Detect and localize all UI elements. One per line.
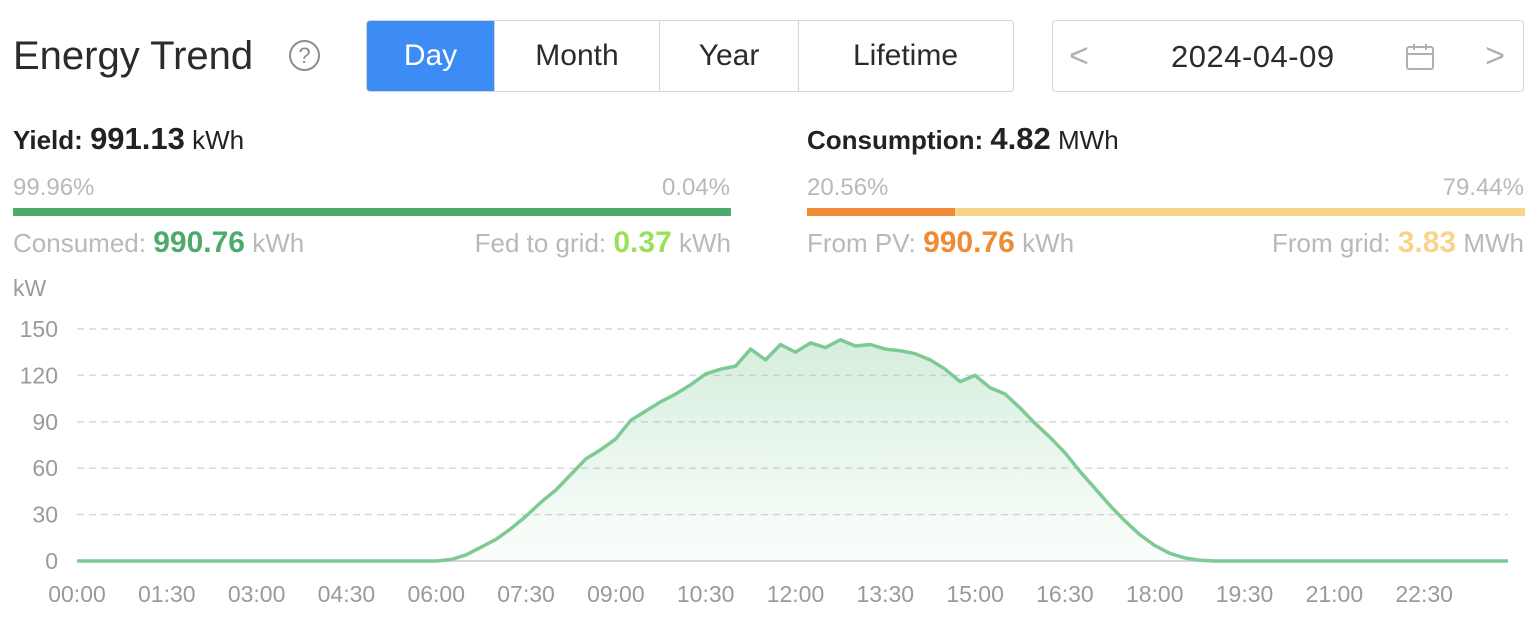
series-area <box>77 339 1508 561</box>
x-tick-label: 19:30 <box>1216 581 1274 607</box>
yield-bar-consumed <box>13 208 731 216</box>
x-tick-label: 10:30 <box>677 581 735 607</box>
consumed-percent: 99.96% <box>13 174 95 201</box>
x-tick-label: 00:00 <box>48 581 106 607</box>
yield-bar <box>13 208 731 216</box>
consumption-bar <box>807 208 1525 216</box>
grid-value: 3.83 <box>1397 226 1457 259</box>
x-tick-label: 09:00 <box>587 581 645 607</box>
pv-stat: From PV: 990.76 kWh <box>807 226 1074 260</box>
fed-percent: 0.04% <box>661 174 730 201</box>
consumption-label: Consumption: <box>807 125 984 155</box>
x-tick-label: 21:00 <box>1306 581 1364 607</box>
period-tabs: Day Month Year Lifetime <box>366 20 1014 92</box>
pv-value: 990.76 <box>923 226 1015 259</box>
consumption-bar-pv <box>807 208 955 216</box>
consumption-bar-grid <box>955 208 1525 216</box>
x-tick-label: 06:00 <box>407 581 465 607</box>
x-tick-label: 18:00 <box>1126 581 1184 607</box>
consumed-label: Consumed: <box>13 228 146 258</box>
fed-unit: kWh <box>679 228 731 258</box>
y-tick-label: 120 <box>20 362 58 388</box>
consumed-stat: Consumed: 990.76 kWh <box>13 226 304 260</box>
y-axis-label: kW <box>13 275 47 301</box>
consumed-unit: kWh <box>252 228 305 258</box>
page-title: Energy Trend <box>13 34 254 78</box>
x-tick-label: 13:30 <box>857 581 915 607</box>
date-value[interactable]: 2024-04-09 <box>1171 39 1335 74</box>
grid-stat: From grid: 3.83 MWh <box>1272 226 1524 260</box>
consumed-value: 990.76 <box>153 226 245 259</box>
yield-value: 991.13 <box>90 121 185 156</box>
x-tick-label: 01:30 <box>138 581 196 607</box>
x-tick-label: 22:30 <box>1395 581 1453 607</box>
consumption-summary: Consumption: 4.82 MWh <box>807 121 1119 157</box>
question-circle-icon[interactable]: ? <box>289 40 320 71</box>
x-tick-label: 07:30 <box>497 581 555 607</box>
x-tick-label: 15:00 <box>946 581 1004 607</box>
yield-label: Yield: <box>13 125 83 155</box>
grid-percent: 79.44% <box>1442 174 1524 201</box>
chevron-left-icon[interactable]: < <box>1069 37 1089 75</box>
y-tick-label: 150 <box>20 316 58 342</box>
chevron-right-icon[interactable]: > <box>1485 37 1505 75</box>
pv-label: From PV: <box>807 228 916 258</box>
x-tick-label: 03:00 <box>228 581 286 607</box>
yield-unit: kWh <box>192 125 245 155</box>
y-tick-label: 60 <box>32 455 58 481</box>
tab-day[interactable]: Day <box>367 21 494 91</box>
x-tick-label: 12:00 <box>767 581 825 607</box>
fed-label: Fed to grid: <box>474 228 607 258</box>
consumption-value: 4.82 <box>990 121 1051 156</box>
pv-unit: kWh <box>1022 228 1075 258</box>
x-tick-label: 16:30 <box>1036 581 1094 607</box>
y-tick-label: 0 <box>45 548 58 574</box>
power-chart: kW 0 30 60 90 120 150 00:00 01:30 03:00 04:30 06:00… <box>13 275 1508 607</box>
y-tick-label: 90 <box>32 409 58 435</box>
date-picker: < 2024-04-09 > <box>1052 20 1524 92</box>
fed-stat: Fed to grid: 0.37 kWh <box>475 226 731 260</box>
consumption-unit: MWh <box>1058 125 1119 155</box>
calendar-icon[interactable] <box>1405 43 1435 71</box>
pv-percent: 20.56% <box>807 174 889 201</box>
x-tick-label: 04:30 <box>318 581 376 607</box>
tab-lifetime[interactable]: Lifetime <box>798 21 1012 91</box>
yield-summary: Yield: 991.13 kWh <box>13 121 244 157</box>
grid-label: From grid: <box>1272 228 1391 258</box>
series-line <box>77 338 1508 563</box>
tab-month[interactable]: Month <box>494 21 659 91</box>
y-tick-label: 30 <box>32 502 58 528</box>
tab-year[interactable]: Year <box>659 21 798 91</box>
fed-value: 0.37 <box>613 226 672 259</box>
grid-unit: MWh <box>1463 228 1524 258</box>
